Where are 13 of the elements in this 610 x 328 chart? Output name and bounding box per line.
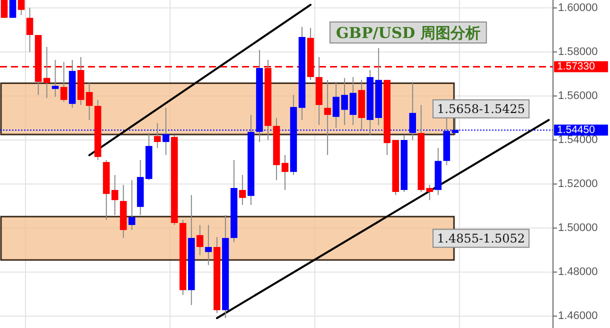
- y-tick-label: 1.52000: [558, 178, 598, 190]
- y-tick-label: 1.46000: [558, 310, 598, 322]
- y-tick-label: 1.58000: [558, 46, 598, 58]
- y-tick-label: 1.48000: [558, 266, 598, 278]
- ref-line-label: 1.57330: [557, 60, 596, 73]
- y-tick-label: 1.54000: [558, 134, 598, 146]
- y-tick-label: 1.50000: [558, 222, 598, 234]
- band-label: 1.4855-1.5052: [437, 231, 526, 246]
- y-tick-label: 1.60000: [558, 2, 598, 14]
- y-tick-label: 1.56000: [558, 90, 598, 102]
- title: GBP/USD 周图分析: [330, 22, 487, 44]
- band-label: 1.5658-1.5425: [437, 102, 526, 116]
- ref-line-label: 1.54450: [557, 124, 596, 136]
